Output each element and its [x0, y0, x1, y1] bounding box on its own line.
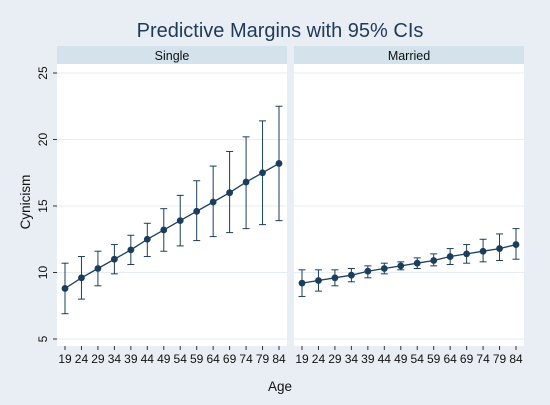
x-tick-label: 74 — [239, 352, 253, 366]
x-tick-label: 19 — [58, 352, 72, 366]
x-tick-label: 69 — [460, 352, 474, 366]
x-tick-label: 34 — [108, 352, 122, 366]
x-tick-label: 54 — [411, 352, 425, 366]
x-tick-label: 59 — [190, 352, 204, 366]
panel-married: Married 19 24 29 34 39 44 49 54 59 64 69 74 79 84 — [294, 46, 524, 366]
data-point — [413, 259, 421, 267]
x-tick-label: 34 — [345, 352, 359, 366]
data-point — [176, 217, 184, 225]
x-tick-label: 69 — [223, 352, 237, 366]
x-tick-label: 44 — [141, 352, 155, 366]
y-tick-label: 15 — [36, 199, 50, 213]
data-point — [446, 253, 454, 260]
data-point — [275, 160, 283, 167]
x-tick-label: 84 — [509, 352, 523, 366]
data-point — [364, 267, 372, 275]
y-tick-label: 20 — [36, 133, 50, 147]
y-tick-label: 25 — [36, 66, 50, 80]
data-point — [78, 274, 85, 282]
plot-area — [57, 64, 287, 346]
y-tick-label: 5 — [36, 335, 50, 342]
data-point — [61, 285, 69, 292]
x-tick-label: 24 — [312, 352, 326, 366]
x-tick-label: 79 — [256, 352, 270, 366]
plot-area — [294, 64, 524, 346]
x-tick-label: 24 — [75, 352, 89, 366]
data-point — [110, 255, 118, 263]
y-axis-title: Cynicism — [18, 175, 33, 230]
data-point — [259, 169, 266, 177]
panel-strip-label: Single — [155, 49, 190, 63]
chart-title: Predictive Margins with 95% CIs — [137, 20, 424, 42]
x-tick-label: 49 — [394, 352, 408, 366]
x-tick-label: 54 — [174, 352, 188, 366]
data-point — [193, 207, 201, 215]
data-point — [226, 189, 234, 197]
x-tick-label: 39 — [361, 352, 375, 366]
data-point — [315, 277, 322, 284]
x-tick-label: 74 — [476, 352, 490, 366]
data-point — [242, 178, 250, 186]
data-point — [430, 257, 438, 264]
x-tick-label: 59 — [427, 352, 441, 366]
y-tick-label: 10 — [36, 266, 50, 280]
x-tick-label: 49 — [157, 352, 171, 366]
data-point — [127, 246, 135, 254]
data-point — [397, 262, 405, 270]
data-point — [331, 274, 339, 282]
data-point — [94, 265, 102, 272]
x-tick-label: 39 — [124, 352, 138, 366]
data-point — [143, 235, 151, 243]
data-point — [347, 271, 355, 279]
x-tick-label: 79 — [493, 352, 507, 366]
data-point — [160, 226, 168, 234]
panel-single: Single 19 24 29 34 39 44 49 54 59 64 69 74 79 84 5 10 15 2… — [36, 46, 287, 366]
x-tick-label: 64 — [206, 352, 220, 366]
x-tick-label: 19 — [295, 352, 309, 366]
panel-strip — [294, 46, 524, 64]
panel-strip — [57, 46, 287, 64]
data-point — [298, 279, 306, 287]
data-point — [380, 265, 388, 272]
data-point — [496, 245, 503, 252]
x-tick-label: 44 — [378, 352, 392, 366]
x-tick-label: 29 — [328, 352, 342, 366]
data-point — [512, 241, 520, 248]
data-point — [463, 250, 471, 258]
data-point — [209, 198, 217, 206]
panel-strip-label: Married — [388, 49, 430, 63]
x-tick-label: 64 — [443, 352, 457, 366]
data-point — [479, 247, 487, 255]
x-axis-title: Age — [268, 379, 292, 394]
x-tick-label: 29 — [91, 352, 105, 366]
x-tick-label: 84 — [272, 352, 286, 366]
